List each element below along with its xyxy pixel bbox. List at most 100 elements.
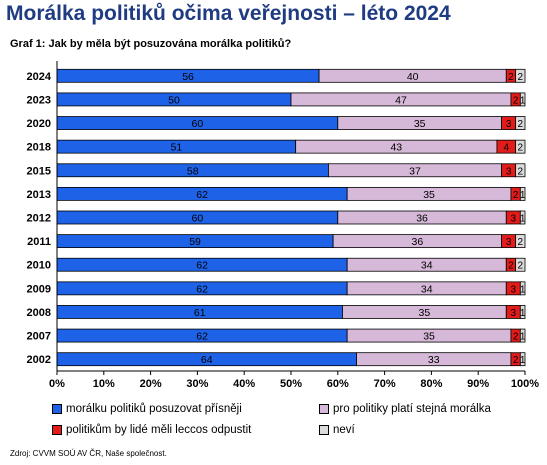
value-label-same: 37 (409, 165, 421, 177)
bar-dontknow (519, 210, 526, 225)
legend-swatch-stricter (52, 404, 62, 414)
x-tick-label: 0% (49, 378, 65, 390)
value-label-forgive: 3 (506, 166, 512, 177)
value-label-same: 34 (421, 283, 433, 295)
legend-swatch-forgive (52, 425, 62, 435)
category-label: 2023 (27, 94, 51, 106)
category-label: 2008 (27, 307, 51, 319)
value-label-stricter: 62 (196, 260, 208, 272)
value-label-dontknow: 1 (520, 308, 526, 319)
value-label-forgive: 3 (511, 214, 517, 225)
value-label-same: 47 (395, 94, 407, 106)
value-label-dontknow: 1 (520, 284, 526, 295)
x-tick-label: 50% (280, 378, 302, 390)
value-label-dontknow: 1 (520, 190, 526, 201)
value-label-same: 40 (407, 71, 419, 83)
category-label: 2011 (27, 236, 51, 248)
chart-subtitle: Graf 1: Jak by měla být posuzována morál… (10, 38, 292, 50)
category-label: 2020 (27, 118, 51, 130)
value-label-forgive: 2 (508, 72, 514, 83)
value-label-forgive: 4 (503, 143, 509, 154)
value-label-stricter: 56 (182, 71, 194, 83)
x-tick-label: 40% (233, 378, 255, 390)
category-label: 2018 (27, 142, 51, 154)
x-tick-label: 70% (374, 378, 396, 390)
legend-item-stricter: morálku politiků posuzovat přísněji (52, 403, 242, 415)
value-label-dontknow: 2 (518, 119, 524, 130)
category-label: 2010 (27, 260, 51, 272)
value-label-dontknow: 1 (520, 214, 526, 225)
legend-label-dontknow: neví (333, 424, 355, 436)
value-label-stricter: 51 (170, 142, 182, 154)
value-label-forgive: 2 (508, 261, 514, 272)
legend-item-dontknow: neví (319, 424, 355, 436)
value-label-stricter: 64 (201, 354, 213, 366)
category-label: 2012 (27, 213, 51, 225)
bar-dontknow (519, 305, 526, 319)
x-tick-label: 10% (93, 378, 115, 390)
value-label-stricter: 61 (194, 307, 206, 319)
value-label-same: 35 (419, 307, 431, 319)
legend-label-stricter: morálku politiků posuzovat přísněji (66, 403, 242, 415)
value-label-dontknow: 1 (520, 355, 526, 366)
value-label-stricter: 50 (168, 94, 180, 106)
category-label: 2013 (27, 189, 51, 201)
value-label-same: 36 (412, 236, 424, 248)
x-tick-label: 100% (511, 378, 539, 390)
value-label-forgive: 2 (513, 190, 519, 201)
value-label-same: 33 (428, 354, 440, 366)
legend-item-same: pro politiky platí stejná morálka (319, 403, 491, 415)
value-label-same: 35 (423, 331, 435, 343)
category-label: 2009 (27, 283, 51, 295)
value-label-dontknow: 2 (518, 261, 524, 272)
x-tick-label: 90% (467, 378, 489, 390)
x-tick-label: 60% (327, 378, 349, 390)
legend-swatch-dontknow (319, 425, 329, 435)
category-label: 2007 (27, 331, 51, 343)
category-label: 2024 (27, 71, 52, 83)
bar-dontknow (515, 257, 526, 272)
value-label-same: 43 (390, 142, 402, 154)
x-tick-label: 20% (140, 378, 162, 390)
x-tick-label: 80% (420, 378, 442, 390)
value-label-same: 35 (423, 189, 435, 201)
legend-item-forgive: politikům by lidé měli leccos odpustit (52, 424, 251, 436)
value-label-forgive: 3 (511, 284, 517, 295)
x-tick-label: 30% (186, 378, 208, 390)
value-label-same: 35 (414, 118, 426, 130)
bar-dontknow (515, 68, 526, 83)
bar-dontknow (519, 186, 526, 201)
value-label-forgive: 2 (513, 332, 519, 343)
value-label-dontknow: 2 (518, 72, 524, 83)
category-label: 2015 (27, 165, 51, 177)
value-label-stricter: 60 (192, 118, 204, 130)
value-label-stricter: 62 (196, 331, 208, 343)
chart-title: Morálka politiků očima veřejnosti – léto… (6, 2, 451, 25)
value-label-dontknow: 2 (518, 237, 524, 248)
bar-dontknow (519, 281, 526, 296)
category-label: 2002 (27, 354, 51, 366)
value-label-dontknow: 1 (520, 95, 526, 106)
source-note: Zdroj: CVVM SOÚ AV ČR, Naše společnost. (10, 449, 167, 458)
value-label-stricter: 62 (196, 283, 208, 295)
bar-dontknow (519, 352, 526, 367)
value-label-dontknow: 2 (518, 143, 524, 154)
bar-dontknow (515, 234, 526, 249)
bar-dontknow (515, 139, 526, 154)
value-label-stricter: 62 (196, 189, 208, 201)
value-label-forgive: 2 (513, 355, 519, 366)
value-label-same: 34 (421, 260, 433, 272)
value-label-forgive: 2 (513, 95, 519, 106)
value-label-same: 36 (416, 213, 428, 225)
value-label-stricter: 60 (192, 213, 204, 225)
bar-dontknow (519, 92, 526, 107)
value-label-forgive: 3 (506, 119, 512, 130)
value-label-forgive: 3 (506, 237, 512, 248)
value-label-stricter: 59 (189, 236, 201, 248)
value-label-stricter: 58 (187, 165, 199, 177)
bar-dontknow (519, 328, 526, 343)
bar-dontknow (515, 163, 526, 178)
legend-label-forgive: politikům by lidé měli leccos odpustit (66, 424, 252, 436)
legend-swatch-same (319, 404, 329, 414)
